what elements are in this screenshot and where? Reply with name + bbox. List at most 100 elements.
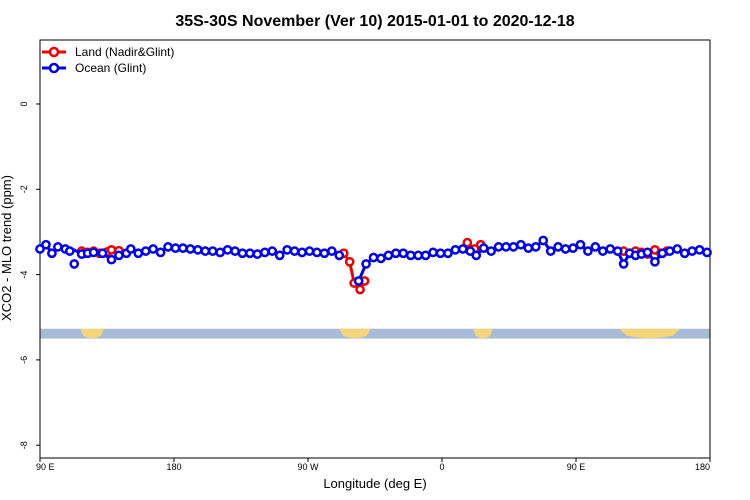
ocean-point-59 [471,250,482,261]
ocean-point-66 [523,243,534,253]
x-tick-label-2: 90 W [297,462,319,472]
x-axis: 90 E 180 90 W 0 90 E 180 [36,458,711,472]
ocean-point-70 [553,242,563,252]
y-tick-label-4: -8 [19,441,29,449]
map-strip [40,328,710,339]
ocean-point-40 [319,248,330,259]
ocean-point-15 [133,248,144,259]
ocean-point-3 [53,242,63,252]
land-point-13 [462,237,473,248]
chart-title: 35S-30S November (Ver 10) 2015-01-01 to … [175,13,574,30]
ocean-point-2 [47,248,57,259]
ocean-point-29 [237,248,248,259]
ocean-point-12 [114,250,124,261]
ocean-point-56 [450,245,461,255]
y-axis: 0 -2 -4 -6 -8 [19,101,40,449]
ocean-point-74 [583,246,593,256]
land-point-11 [355,284,365,295]
ocean-point-64 [508,242,519,252]
x-tick-label-4: 90 E [567,462,586,472]
ocean-point-84 [650,256,660,267]
ocean-point-14 [125,244,136,254]
legend-label-ocean: Ocean (Glint) [75,61,146,75]
x-tick-label-5: 180 [695,462,710,472]
ocean-point-57 [457,244,468,254]
ocean-point-27 [222,245,233,255]
ocean-point-67 [530,242,541,252]
ocean-point-42 [334,250,345,261]
ocean-point-16 [140,246,151,256]
ocean-point-69 [545,246,556,256]
legend-marker-land [48,46,60,58]
ocean-point-77 [605,244,616,254]
ocean-point-18 [155,247,166,258]
ocean-point-91 [702,247,712,258]
y-tick-label-0: 0 [19,101,29,106]
ocean-point-43 [353,276,364,286]
ocean-point-63 [501,242,511,252]
ocean-point-83 [642,247,653,258]
ocean-point-21 [178,243,188,253]
ocean-point-62 [493,242,504,252]
ocean-point-72 [568,243,578,253]
ocean-point-26 [215,247,226,258]
ocean-point-41 [326,246,337,256]
map-strip-land-3 [619,328,681,339]
ocean-point-50 [405,250,416,261]
ocean-point-85 [657,248,668,259]
ocean-point-23 [192,245,203,255]
ocean-point-32 [259,247,270,258]
ocean-point-65 [516,239,526,250]
land-point-6 [106,245,117,255]
map-strip-land-0 [80,328,105,339]
ocean-point-25 [207,246,218,256]
ocean-point-52 [420,250,431,261]
ocean-point-61 [486,246,496,256]
ocean-point-55 [443,248,453,259]
ocean-point-33 [267,246,278,256]
ocean-point-38 [304,246,315,256]
map-strip-ocean [40,328,710,339]
ocean-point-87 [672,244,683,254]
ocean-point-24 [200,246,211,256]
ocean-point-9 [88,247,99,258]
ocean-point-53 [428,247,438,258]
ocean-point-39 [312,247,322,258]
ocean-point-45 [368,252,379,263]
y-tick-label-2: -4 [19,271,29,279]
ocean-point-46 [376,253,386,264]
ocean-point-10 [97,248,108,259]
ocean-point-79 [618,259,629,269]
ocean-point-19 [163,242,173,252]
ocean-point-88 [679,248,690,259]
ocean-point-30 [245,248,255,259]
ocean-point-54 [435,248,446,259]
x-axis-title: Longitude (deg E) [323,476,426,491]
legend: Land (Nadir&Glint) Ocean (Glint) [42,45,174,75]
ocean-point-73 [575,239,586,250]
y-tick-label-1: -2 [19,185,29,193]
x-tick-label-1: 180 [166,462,181,472]
legend-label-land: Land (Nadir&Glint) [75,45,174,59]
ocean-point-90 [694,245,705,255]
x-tick-label-3: 0 [439,462,444,472]
ocean-point-35 [282,245,293,255]
ocean-point-20 [170,243,181,253]
ocean-point-34 [274,250,285,261]
ocean-point-1 [41,239,51,250]
ocean-point-44 [361,259,371,269]
ocean-point-11 [106,254,117,265]
ocean-point-89 [687,246,697,256]
x-tick-label-0: 90 E [36,462,55,472]
ocean-point-36 [289,246,300,256]
ocean-point-48 [390,248,401,259]
map-strip-land-2 [473,328,493,339]
ocean-point-28 [230,246,240,256]
land-point-9 [344,256,355,267]
ocean-point-49 [398,248,409,259]
ocean-point-76 [597,246,608,256]
ocean-point-86 [664,246,675,256]
ocean-point-37 [297,247,307,258]
ocean-point-71 [560,244,571,254]
ocean-point-22 [185,244,196,254]
